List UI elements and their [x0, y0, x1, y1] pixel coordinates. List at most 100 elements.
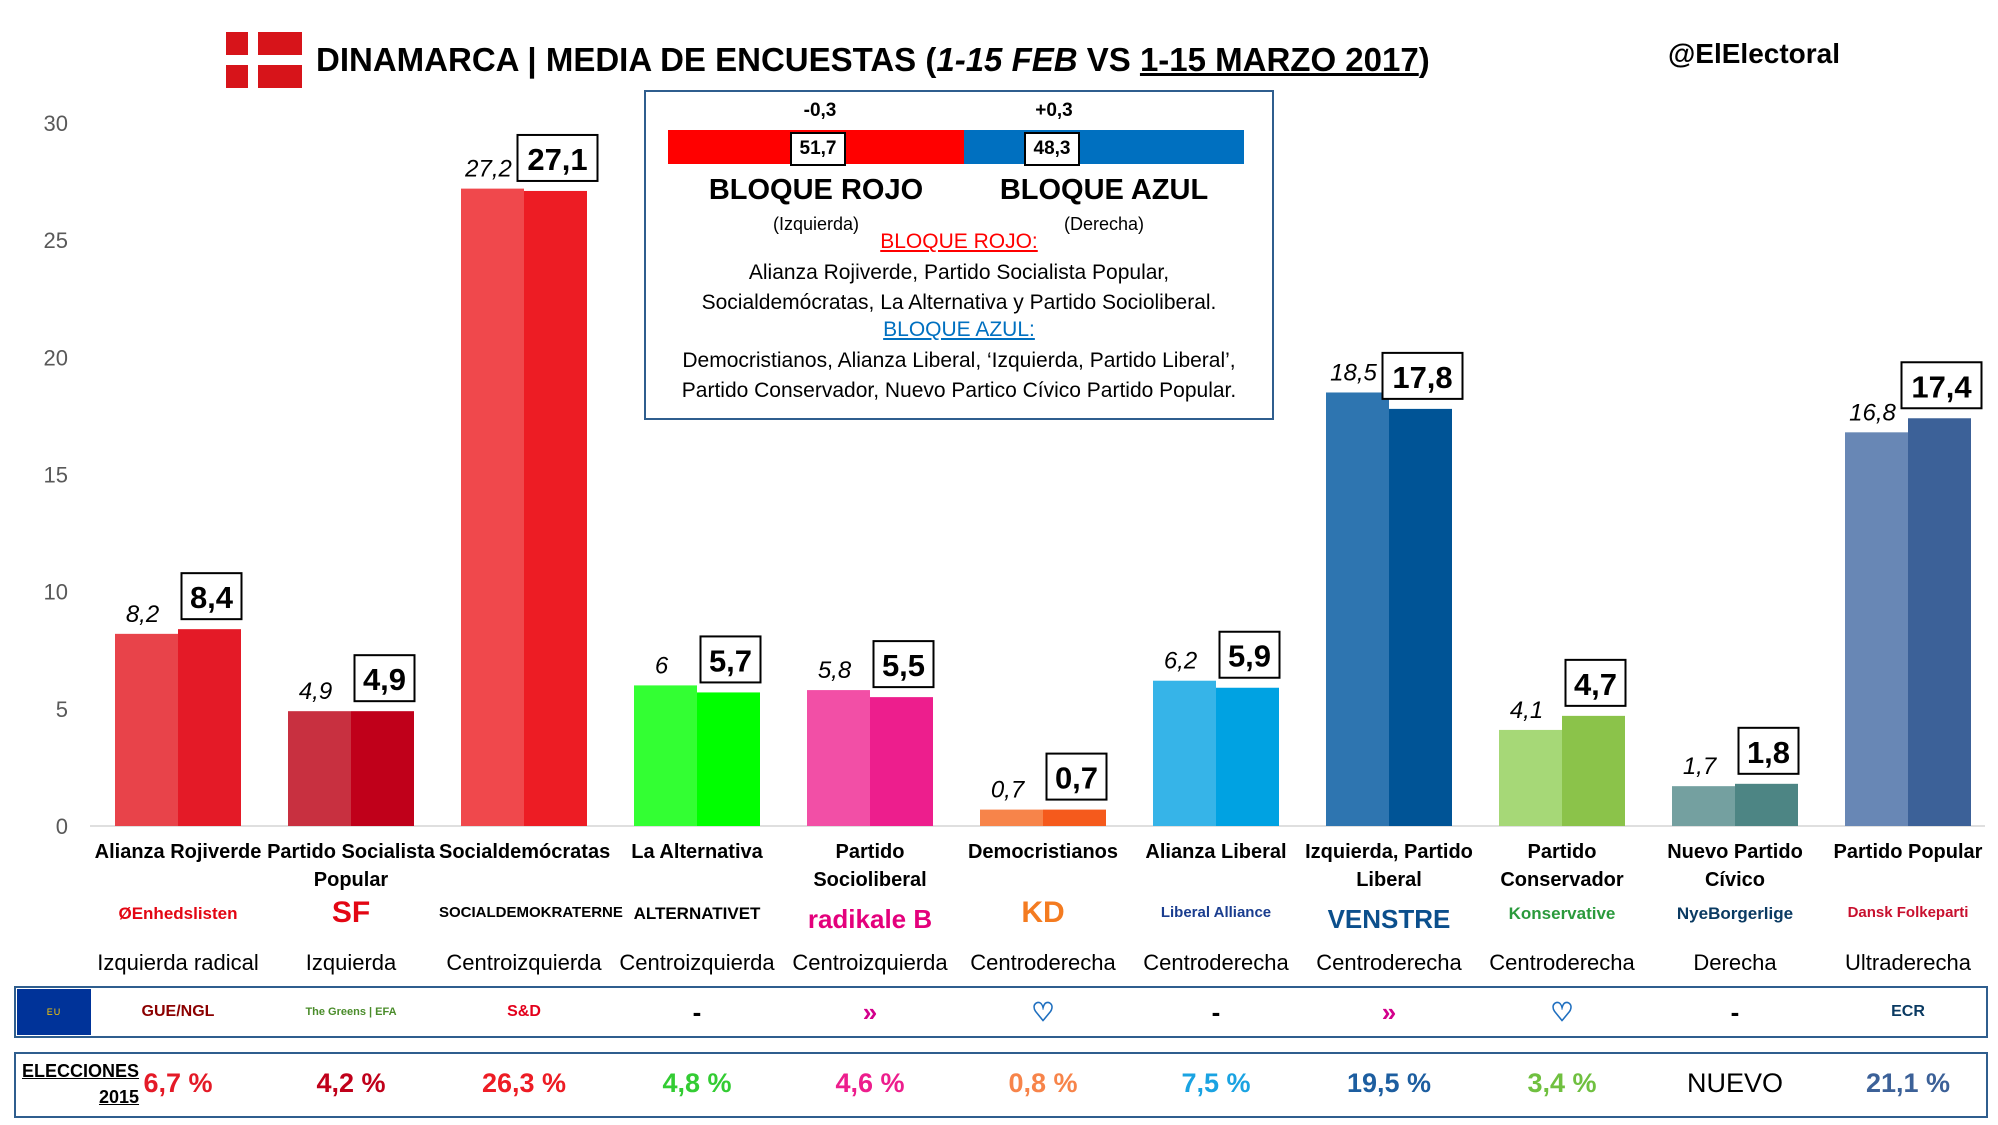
data-label-mar: 17,4	[1911, 369, 1972, 404]
bar-mar	[697, 692, 760, 826]
bloque-rojo-name: BLOQUE ROJO	[708, 174, 924, 206]
election-result: 4,2 %	[316, 1068, 386, 1098]
party-logo: Konservative	[1508, 904, 1616, 923]
bar-feb	[288, 711, 351, 826]
data-label-box	[1381, 351, 1464, 400]
bloque-rojo-heading: BLOQUE ROJO:	[880, 230, 1038, 253]
ideology-label: Ultraderecha	[1845, 950, 1971, 975]
eu-group-icon: ♡	[1031, 997, 1055, 1027]
bar-feb	[807, 690, 870, 826]
data-label-mar: 4,9	[363, 662, 406, 697]
data-label-mar: 4,7	[1574, 667, 1617, 702]
bar-mar	[524, 190, 587, 826]
category-label: Socialdemócratas	[439, 841, 611, 863]
party-logo: KD	[1021, 896, 1065, 929]
eu-group-icon: ♡	[1550, 997, 1574, 1027]
data-label-feb: 18,5	[1330, 359, 1377, 386]
election-result: 4,8 %	[662, 1068, 732, 1098]
category-label: Democristianos	[967, 841, 1119, 863]
bar-mar	[1216, 687, 1279, 826]
bloque-rojo-value: 51,7	[790, 132, 846, 166]
data-label-feb: 8,2	[126, 601, 159, 628]
y-tick-label: 10	[44, 580, 68, 605]
bar-mar	[1389, 408, 1452, 826]
category-label: Partido Socioliberal	[813, 841, 927, 891]
eu-group-icon: -	[1211, 997, 1221, 1027]
bar-feb	[1672, 786, 1735, 826]
category-label: Alianza Liberal	[1145, 841, 1287, 863]
y-tick-label: 20	[44, 345, 68, 370]
bloque-azul-text-2: Partido Conservador, Nuevo Partico Cívic…	[681, 379, 1237, 402]
bloque-rojo-change: -0,3	[803, 100, 837, 121]
bloque-azul-bar	[964, 130, 1244, 164]
party-logo: Dansk Folkeparti	[1847, 904, 1969, 921]
ideology-label: Centroderecha	[1143, 950, 1289, 975]
y-tick-label: 30	[44, 111, 68, 136]
ideology-label: Centroizquierda	[619, 950, 775, 975]
bar-feb	[1153, 680, 1216, 826]
ideology-label: Centroderecha	[1489, 950, 1635, 975]
ideology-label: Centroizquierda	[792, 950, 948, 975]
election-result: 19,5 %	[1346, 1068, 1432, 1098]
data-label-mar: 0,7	[1055, 761, 1098, 796]
data-label-feb: 4,1	[1510, 697, 1543, 724]
data-label-feb: 4,9	[299, 678, 332, 705]
data-label-box	[1737, 726, 1800, 775]
party-logo: VENSTRE	[1327, 904, 1451, 934]
category-label: Izquierda, Partido Liberal	[1305, 841, 1473, 891]
elections-label: ELECCIONES 2015	[22, 1061, 140, 1107]
bar-feb	[1326, 392, 1389, 826]
bar-feb	[634, 685, 697, 826]
ideology-label: Centroizquierda	[446, 950, 602, 975]
election-result: 7,5 %	[1181, 1068, 1251, 1098]
party-logo: ALTERNATIVET	[633, 904, 761, 923]
y-tick-label: 0	[56, 814, 68, 839]
bar-mar	[1043, 809, 1106, 826]
bloque-azul-text-1: Democristianos, Alianza Liberal, ‘Izquie…	[682, 349, 1236, 372]
twitter-handle: @ElElectoral	[1668, 38, 1841, 69]
data-label-feb: 27,2	[464, 156, 512, 183]
data-label-mar: 5,7	[709, 643, 752, 678]
data-label-box	[1218, 630, 1281, 679]
data-label-box	[516, 133, 599, 182]
eu-group-icon: -	[1730, 997, 1740, 1027]
ideology-label: Centroderecha	[970, 950, 1116, 975]
header: DINAMARCA | MEDIA DE ENCUESTAS (1-15 FEB…	[226, 30, 1430, 90]
party-logo: ØEnhedslisten	[118, 904, 238, 923]
bloque-rojo-sub: (Izquierda)	[772, 214, 860, 234]
category-label: Partido Socialista Popular	[267, 841, 435, 891]
data-label-box	[1045, 752, 1108, 801]
bar-mar	[870, 697, 933, 826]
bar-feb	[1499, 729, 1562, 826]
bar-feb	[1845, 432, 1908, 826]
bloque-azul-name: BLOQUE AZUL	[999, 174, 1209, 206]
data-label-box	[180, 572, 243, 621]
data-label-mar: 17,8	[1392, 360, 1452, 395]
ideology-label: Izquierda	[305, 950, 397, 975]
denmark-flag-icon	[226, 32, 302, 88]
bloque-azul-change: +0,3	[1035, 100, 1073, 121]
eu-flag-icon: EU	[17, 989, 91, 1035]
election-result: 6,7 %	[143, 1068, 213, 1098]
data-label-box	[872, 640, 935, 689]
election-result: NUEVO	[1686, 1068, 1784, 1098]
bar-mar	[1735, 783, 1798, 826]
y-tick-label: 15	[44, 463, 68, 488]
category-label: Nuevo Partido Cívico	[1667, 841, 1803, 891]
data-label-box	[1564, 658, 1627, 707]
eu-group-icon: S&D	[507, 1003, 541, 1020]
election-result: 0,8 %	[1008, 1068, 1078, 1098]
data-label-feb: 0,7	[991, 777, 1026, 804]
ideology-label: Centroderecha	[1316, 950, 1462, 975]
bar-mar	[351, 711, 414, 826]
bar-mar	[1562, 715, 1625, 826]
category-label: Alianza Rojiverde	[94, 841, 262, 863]
bloque-rojo-text-2: Socialdemócratas, La Alternativa y Parti…	[701, 291, 1217, 314]
ideology-label: Derecha	[1693, 950, 1777, 975]
eu-group-icon: The Greens | EFA	[305, 1006, 397, 1018]
category-label: Partido Conservador	[1500, 841, 1624, 891]
party-logo: radikale B	[807, 904, 933, 934]
party-logo: SOCIALDEMOKRATERNE	[439, 904, 623, 921]
election-result: 21,1 %	[1865, 1068, 1951, 1098]
